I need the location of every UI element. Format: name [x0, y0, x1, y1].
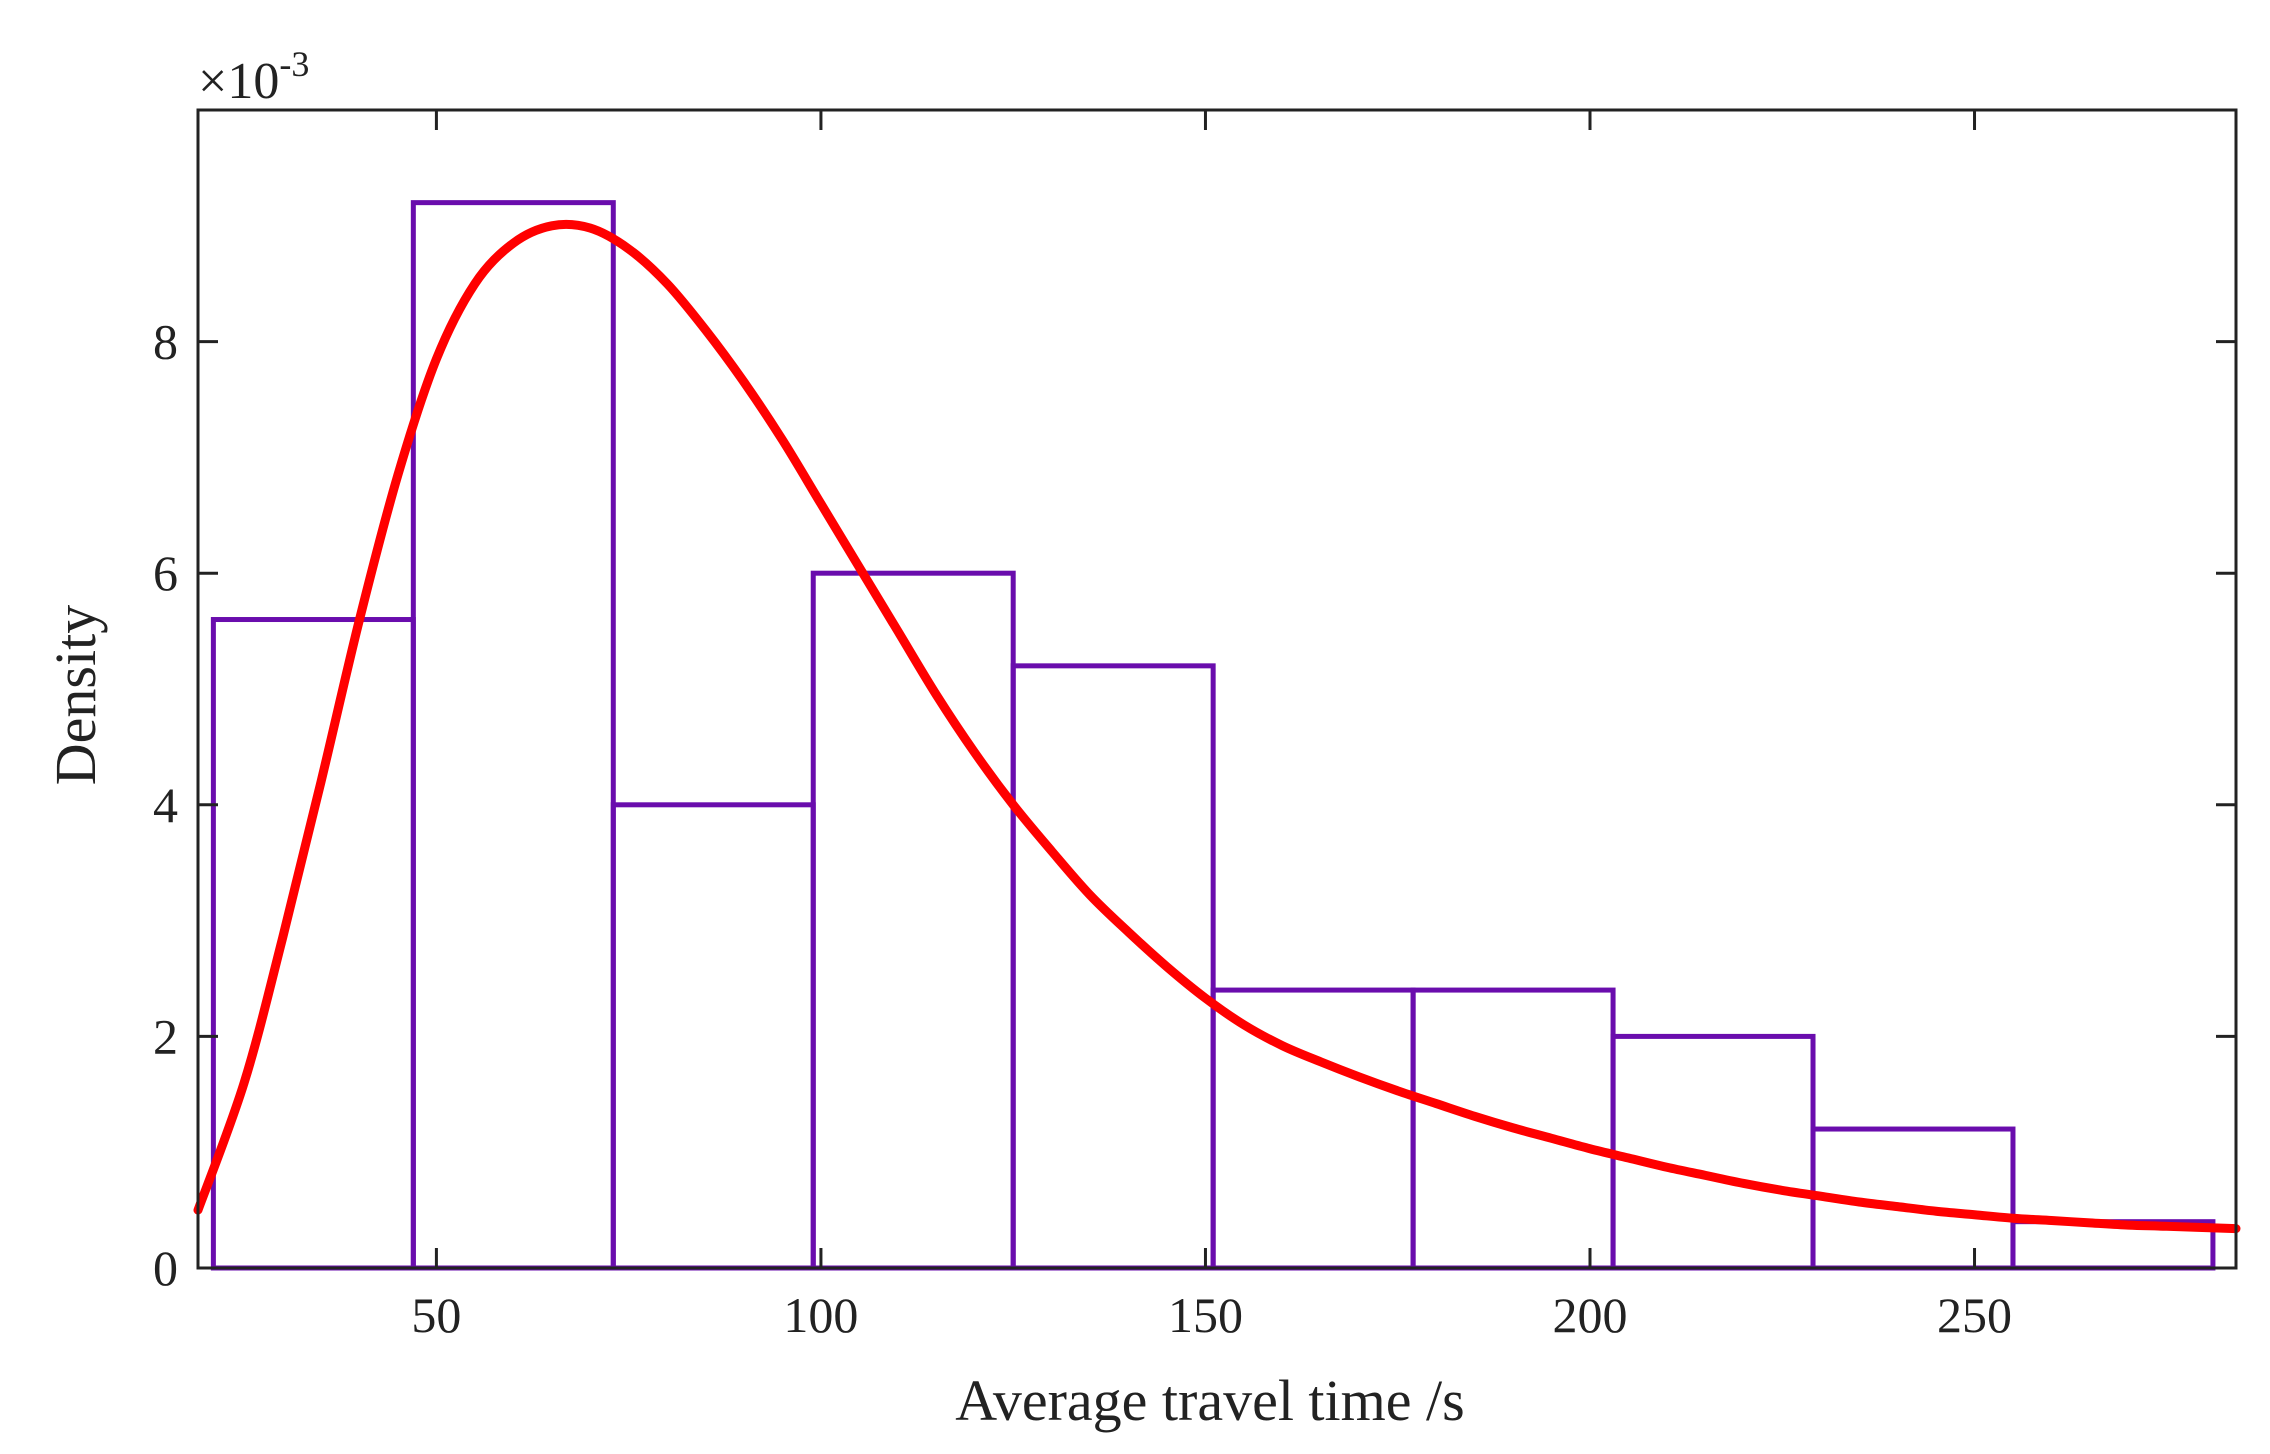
x-tick-label-250: 250	[1937, 1287, 2012, 1343]
y-axis-exponent-power: -3	[279, 44, 309, 84]
histogram-bar-2	[410, 200, 616, 1271]
x-tick-label-200: 200	[1552, 1287, 1627, 1343]
x-tick-label-150: 150	[1168, 1287, 1243, 1343]
y-tick-label-2: 2	[153, 1008, 178, 1064]
histogram-bar-8	[1610, 1033, 1816, 1271]
y-axis-label: Density	[43, 605, 108, 785]
fitted-density-curve	[193, 219, 2241, 1234]
plot-frame	[196, 108, 2238, 1270]
x-tick-label-50: 50	[411, 1287, 461, 1343]
histogram-bar-5	[1010, 663, 1216, 1271]
y-axis-exponent-base: ×10	[198, 53, 279, 110]
histogram-bars	[210, 200, 2216, 1271]
x-tick-labels: 50 100 150 200 250	[411, 1287, 2012, 1343]
x-axis-label: Average travel time /s	[955, 1368, 1464, 1433]
y-tick-labels: 0 2 4 6 8	[153, 314, 178, 1296]
y-tick-label-0: 0	[153, 1240, 178, 1296]
y-tick-label-8: 8	[153, 314, 178, 370]
fit-curve-layer	[193, 219, 2241, 1234]
x-tick-label-100: 100	[783, 1287, 858, 1343]
y-tick-label-4: 4	[153, 777, 178, 833]
histogram-bar-1	[210, 617, 416, 1271]
histogram-bar-4	[810, 570, 1016, 1271]
histogram-bar-3	[610, 802, 816, 1271]
histogram-bar-6	[1210, 987, 1416, 1271]
y-tick-label-6: 6	[153, 545, 178, 601]
axis-ticks	[198, 110, 2236, 1270]
y-axis-exponent: ×10-3	[198, 44, 309, 110]
